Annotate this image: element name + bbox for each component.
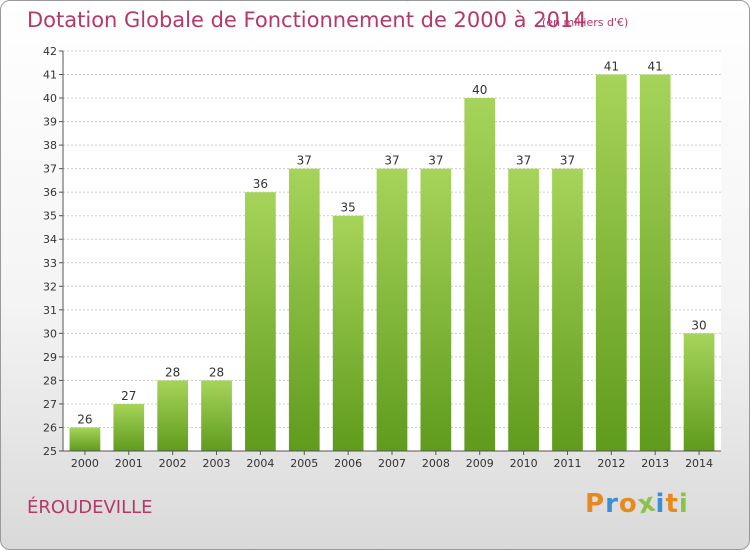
y-tick-label: 35 (43, 210, 57, 223)
x-tick-label: 2003 (203, 457, 231, 470)
bars (69, 74, 715, 452)
logo-letter: i (678, 489, 689, 519)
x-tick-label: 2007 (378, 457, 406, 470)
y-tick-label: 32 (43, 280, 57, 293)
x-tick-label: 2001 (115, 457, 143, 470)
bar (201, 380, 232, 451)
y-tick-label: 37 (43, 163, 57, 176)
bar-value-label: 27 (121, 389, 136, 403)
bar (552, 168, 583, 451)
x-tick-label: 2011 (553, 457, 581, 470)
y-tick-label: 34 (43, 233, 57, 246)
y-tick-label: 29 (43, 351, 57, 364)
commune-name: ÉROUDEVILLE (27, 497, 153, 518)
y-tick-label: 31 (43, 304, 57, 317)
bar-value-label: 26 (77, 412, 92, 426)
y-tick-label: 25 (43, 445, 57, 458)
x-tick-label: 2012 (597, 457, 625, 470)
bar-value-label: 41 (604, 60, 619, 74)
bar (420, 168, 452, 451)
bar-value-label: 37 (428, 154, 443, 168)
bar (157, 380, 189, 451)
logo-letter: P (585, 489, 606, 519)
logo-letter: i (655, 489, 666, 519)
bar-value-label: 30 (691, 318, 706, 332)
y-tick-label: 39 (43, 116, 57, 129)
logo-letter: r (605, 489, 619, 519)
x-tick-label: 2008 (422, 457, 450, 470)
x-tick-label: 2013 (641, 457, 669, 470)
proxiti-logo[interactable]: Proxiti (585, 487, 689, 520)
bar-value-label: 41 (648, 60, 663, 74)
y-tick-label: 30 (43, 327, 57, 340)
x-tick-label: 2004 (246, 457, 274, 470)
bar (683, 333, 715, 451)
bar-value-label: 37 (560, 154, 575, 168)
bar-value-label: 28 (165, 365, 180, 379)
y-tick-label: 40 (43, 92, 57, 105)
x-tick-label: 2006 (334, 457, 362, 470)
logo-letter: t (665, 489, 679, 519)
bar (288, 168, 320, 451)
x-tick-label: 2009 (466, 457, 494, 470)
x-tick-label: 2010 (510, 457, 538, 470)
y-tick-label: 38 (43, 139, 57, 152)
x-tick-label: 2014 (685, 457, 713, 470)
x-tick-label: 2005 (290, 457, 318, 470)
x-tick-label: 2002 (159, 457, 187, 470)
bar (69, 427, 101, 451)
y-tick-label: 36 (43, 186, 57, 199)
bar-value-label: 28 (209, 365, 224, 379)
bar (639, 74, 671, 451)
bar (245, 192, 276, 452)
bar-value-label: 40 (472, 83, 487, 97)
bar (113, 403, 145, 451)
y-tick-label: 33 (43, 257, 57, 270)
bar (595, 74, 627, 451)
axes: 25 26 27 28 29 30 31 32 33 34 35 36 37 38 39 40 41 42 26 20… (43, 45, 721, 470)
y-tick-label: 28 (43, 374, 57, 387)
chart-title: Dotation Globale de Fonctionnement de 20… (27, 8, 587, 32)
bar-value-label: 37 (384, 154, 399, 168)
chart-subtitle: (en milliers d'€) (542, 16, 629, 29)
bar (376, 168, 408, 451)
y-tick-label: 26 (43, 421, 57, 434)
bar (464, 98, 496, 451)
x-tick-label: 2000 (71, 457, 99, 470)
bar-value-label: 35 (340, 201, 355, 215)
y-tick-label: 27 (43, 398, 57, 411)
y-tick-label: 41 (43, 69, 57, 82)
bar-value-label: 36 (253, 177, 268, 191)
bar (508, 168, 539, 451)
bar (332, 215, 364, 451)
logo-letter: o (618, 489, 638, 519)
bar-value-label: 37 (516, 154, 531, 168)
bar-value-label: 37 (297, 154, 312, 168)
y-tick-label: 42 (43, 45, 57, 58)
